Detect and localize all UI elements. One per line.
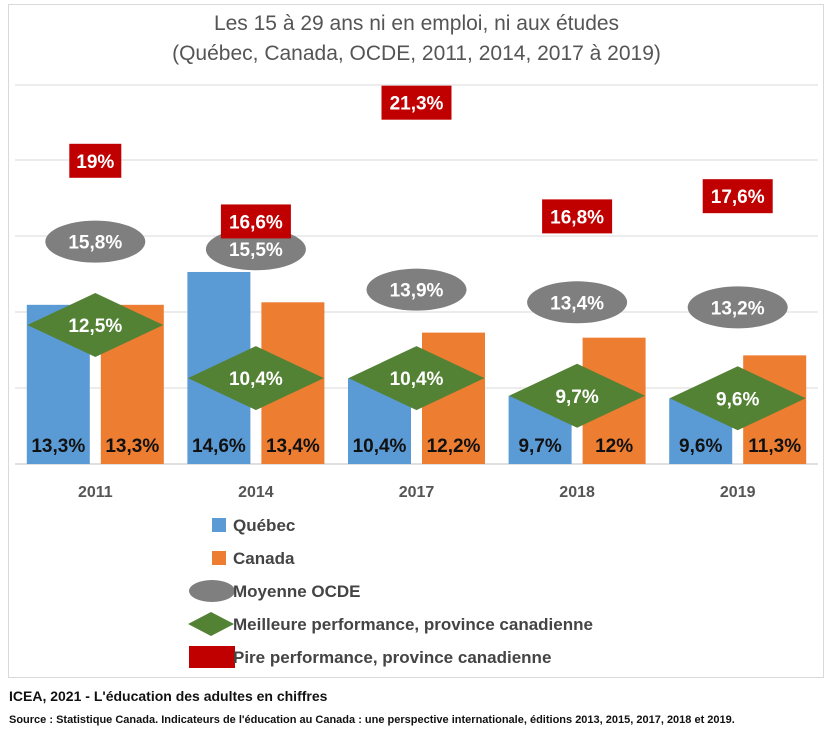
- label-canada-2019: 11,3%: [748, 436, 801, 457]
- label-quebec-2014: 14,6%: [192, 436, 246, 457]
- legend-meilleure-performance-province-canadienne-swatch: [188, 612, 234, 636]
- chart-subtitle: (Québec, Canada, OCDE, 2011, 2014, 2017 …: [172, 42, 661, 65]
- marker-worst-2017: [381, 85, 452, 120]
- marker-ocde-2014: [205, 228, 306, 271]
- legend-pire-performance-province-canadienne-label: Pire performance, province canadienne: [233, 648, 551, 667]
- x-tick-2018: 2018: [559, 484, 595, 501]
- label-worst-2018: 16,8%: [550, 207, 604, 228]
- label-quebec-2017: 10,4%: [353, 436, 407, 457]
- chart-frame: [8, 4, 824, 678]
- label-ocde-2019: 13,2%: [711, 298, 765, 319]
- legend-pire-performance-province-canadienne-swatch: [189, 646, 235, 668]
- label-ocde-2011: 15,8%: [68, 233, 122, 254]
- marker-best-2014: [187, 346, 324, 411]
- marker-worst-2014: [220, 204, 291, 239]
- marker-worst-2018: [542, 199, 613, 234]
- legend-meilleure-performance-province-canadienne-label: Meilleure performance, province canadien…: [233, 615, 593, 634]
- marker-worst-2019: [702, 179, 773, 214]
- legend-canada-label: Canada: [233, 549, 295, 568]
- marker-best-2017: [348, 346, 485, 411]
- label-worst-2017: 21,3%: [390, 94, 444, 115]
- legend-moyenne-ocde-swatch: [189, 580, 235, 602]
- label-canada-2018: 12%: [595, 436, 633, 457]
- label-canada-2014: 13,4%: [266, 436, 320, 457]
- marker-ocde-2018: [527, 281, 628, 324]
- label-ocde-2018: 13,4%: [550, 293, 604, 314]
- x-tick-2011: 2011: [78, 484, 113, 501]
- label-ocde-2014: 15,5%: [229, 240, 283, 261]
- label-worst-2014: 16,6%: [229, 212, 283, 233]
- label-ocde-2017: 13,9%: [390, 281, 444, 302]
- label-quebec-2018: 9,7%: [518, 436, 561, 457]
- footer-credit: ICEA, 2021 - L'éducation des adultes en …: [9, 688, 328, 704]
- marker-best-2018: [509, 363, 646, 428]
- label-best-2018: 9,7%: [555, 387, 598, 408]
- marker-worst-2011: [69, 143, 122, 178]
- marker-ocde-2019: [687, 286, 788, 329]
- marker-ocde-2017: [366, 268, 467, 311]
- label-worst-2019: 17,6%: [711, 187, 765, 208]
- label-worst-2011: 19%: [76, 152, 114, 173]
- x-tick-2014: 2014: [238, 484, 274, 501]
- label-canada-2017: 12,2%: [427, 436, 481, 457]
- label-canada-2011: 13,3%: [105, 436, 159, 457]
- label-quebec-2011: 13,3%: [31, 436, 85, 457]
- legend-quebec-label: Québec: [233, 516, 295, 535]
- label-best-2011: 12,5%: [68, 316, 122, 337]
- label-best-2017: 10,4%: [390, 369, 444, 390]
- marker-ocde-2011: [45, 220, 146, 263]
- label-quebec-2019: 9,6%: [679, 436, 722, 457]
- legend-canada-swatch: [212, 551, 226, 565]
- marker-best-2011: [27, 293, 164, 358]
- footer-source: Source : Statistique Canada. Indicateurs…: [9, 714, 735, 726]
- marker-best-2019: [669, 366, 806, 431]
- label-best-2014: 10,4%: [229, 369, 283, 390]
- chart-svg: 13,3% 13,3% 2011 15,8% 12,5% 19% 14,6% 13,4% 201…: [15, 84, 818, 668]
- legend-quebec-swatch: [212, 518, 226, 532]
- x-tick-2019: 2019: [720, 484, 756, 501]
- label-best-2019: 9,6%: [716, 389, 759, 410]
- legend-moyenne-ocde-label: Moyenne OCDE: [233, 582, 361, 601]
- chart-title: Les 15 à 29 ans ni en emploi, ni aux étu…: [213, 12, 620, 35]
- x-tick-2017: 2017: [399, 484, 435, 501]
